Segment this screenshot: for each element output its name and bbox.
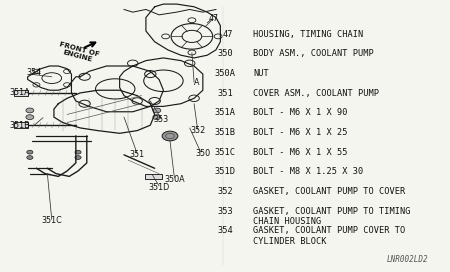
- Text: 351D: 351D: [215, 167, 236, 176]
- Circle shape: [153, 108, 161, 113]
- Text: 350A: 350A: [164, 175, 184, 184]
- Text: 351B: 351B: [9, 121, 30, 130]
- Text: NUT: NUT: [253, 69, 269, 78]
- Circle shape: [162, 131, 178, 141]
- Text: A: A: [194, 78, 199, 87]
- Text: GASKET, COOLANT PUMP COVER TO
CYLINDER BLOCK: GASKET, COOLANT PUMP COVER TO CYLINDER B…: [253, 226, 405, 246]
- Circle shape: [153, 115, 161, 120]
- Text: 351C: 351C: [215, 148, 236, 157]
- Text: 351: 351: [218, 89, 234, 98]
- FancyBboxPatch shape: [145, 174, 162, 179]
- Text: BOLT - M8 X 1.25 X 30: BOLT - M8 X 1.25 X 30: [253, 167, 364, 176]
- Text: 354: 354: [218, 226, 234, 235]
- Text: 354: 354: [27, 68, 42, 77]
- Circle shape: [26, 108, 34, 113]
- Text: BOLT - M6 X 1 X 90: BOLT - M6 X 1 X 90: [253, 108, 348, 117]
- Circle shape: [75, 156, 81, 159]
- Text: 353: 353: [153, 115, 169, 124]
- Text: 47: 47: [209, 14, 219, 23]
- Text: 47: 47: [223, 30, 234, 39]
- FancyBboxPatch shape: [14, 90, 28, 96]
- Text: 353: 353: [218, 206, 234, 215]
- Text: BOLT - M6 X 1 X 55: BOLT - M6 X 1 X 55: [253, 148, 348, 157]
- Circle shape: [27, 156, 33, 159]
- Text: 352: 352: [218, 187, 234, 196]
- Text: 351C: 351C: [41, 216, 62, 225]
- Circle shape: [27, 150, 33, 154]
- Text: 351A: 351A: [9, 88, 30, 97]
- Text: LNR002LD2: LNR002LD2: [387, 255, 428, 264]
- Text: 351B: 351B: [215, 128, 236, 137]
- Circle shape: [26, 115, 34, 120]
- Text: GASKET, COOLANT PUMP TO TIMING
CHAIN HOUSING: GASKET, COOLANT PUMP TO TIMING CHAIN HOU…: [253, 206, 411, 226]
- Text: COVER ASM., COOLANT PUMP: COVER ASM., COOLANT PUMP: [253, 89, 379, 98]
- Text: 351: 351: [130, 150, 145, 159]
- Text: BOLT - M6 X 1 X 25: BOLT - M6 X 1 X 25: [253, 128, 348, 137]
- Text: GASKET, COOLANT PUMP TO COVER: GASKET, COOLANT PUMP TO COVER: [253, 187, 405, 196]
- Text: HOUSING, TIMING CHAIN: HOUSING, TIMING CHAIN: [253, 30, 364, 39]
- Text: FRONT OF
ENGINE: FRONT OF ENGINE: [57, 41, 99, 64]
- Text: 351D: 351D: [148, 183, 170, 192]
- Text: BODY ASM., COOLANT PUMP: BODY ASM., COOLANT PUMP: [253, 49, 374, 58]
- Text: 352: 352: [191, 126, 206, 135]
- Text: 350: 350: [195, 149, 211, 158]
- Text: 351A: 351A: [215, 108, 236, 117]
- Circle shape: [75, 150, 81, 154]
- Text: 350: 350: [218, 49, 234, 58]
- FancyBboxPatch shape: [14, 122, 28, 128]
- Text: 350A: 350A: [215, 69, 236, 78]
